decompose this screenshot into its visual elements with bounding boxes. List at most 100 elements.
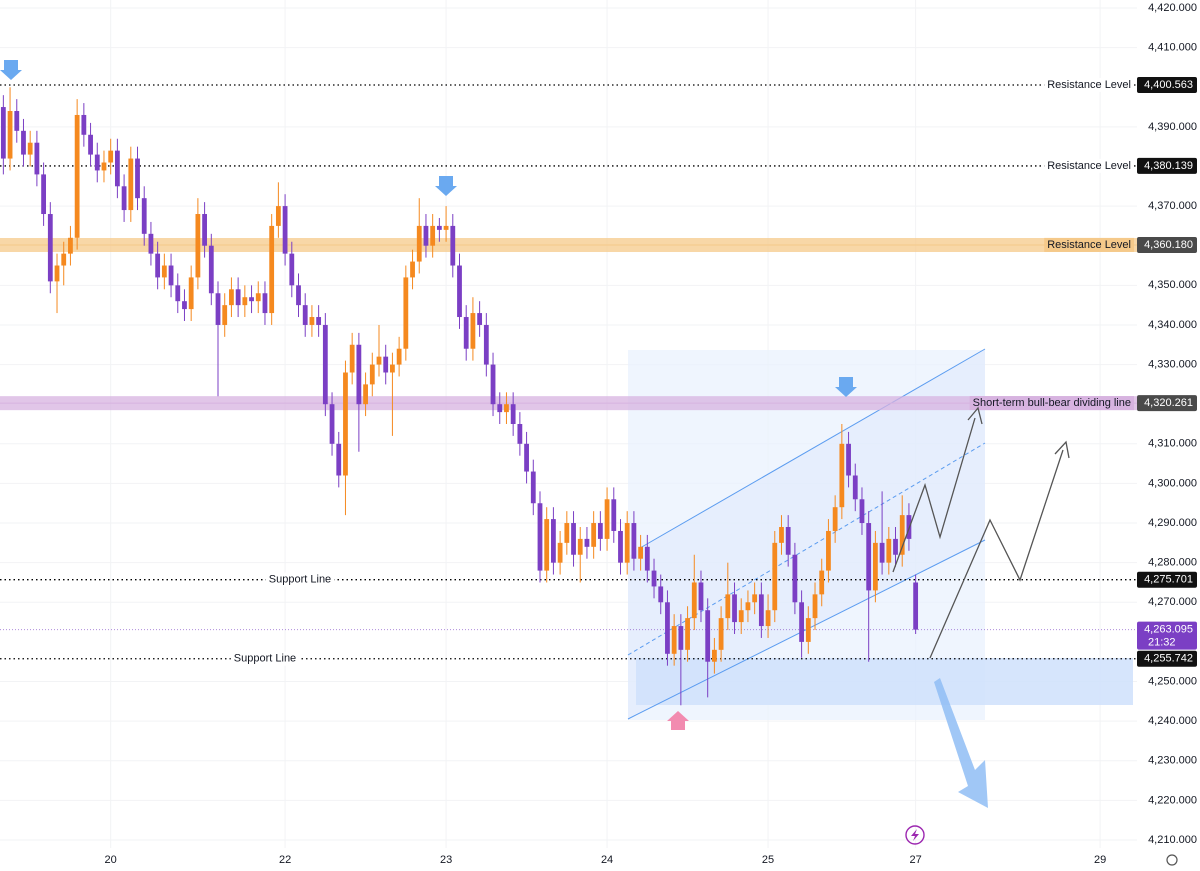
projection-arrowhead <box>1054 440 1070 459</box>
marker-up <box>667 711 689 730</box>
level-label-bg <box>265 572 335 587</box>
y-tick-label: 4,310.000 <box>1148 438 1197 450</box>
candle-body <box>497 404 503 413</box>
candle-body <box>752 594 758 603</box>
candle-body <box>275 206 281 226</box>
x-tick-label: 23 <box>440 854 452 866</box>
price-tag-label: 4,255.742 <box>1144 653 1193 665</box>
x-tick-label: 29 <box>1094 854 1106 866</box>
y-tick-label: 4,370.000 <box>1148 200 1197 212</box>
candle-body <box>611 499 617 531</box>
candle-body <box>504 404 509 413</box>
price-tag <box>1137 237 1197 254</box>
y-tick-label: 4,280.000 <box>1148 557 1197 569</box>
candle-body <box>182 301 187 310</box>
candle-body <box>208 245 214 294</box>
candle-body <box>343 372 348 476</box>
y-tick-label: 4,250.000 <box>1148 675 1197 687</box>
candle-body <box>135 158 140 199</box>
price-tag-label: 4,380.139 <box>1144 160 1193 172</box>
candle-body <box>269 225 275 314</box>
event-icon[interactable] <box>905 825 925 845</box>
candle-body <box>745 602 751 611</box>
candle-body <box>255 293 261 302</box>
candle-body <box>584 538 590 547</box>
candle-body <box>121 186 127 211</box>
price-tag <box>1137 157 1197 174</box>
candle-body <box>678 626 684 650</box>
candle-body <box>302 305 308 325</box>
candle-body <box>14 111 20 131</box>
candle-body <box>826 530 831 571</box>
candle-body <box>846 443 851 476</box>
y-tick-label: 4,330.000 <box>1148 358 1197 370</box>
candle-body <box>296 285 301 306</box>
candle-body <box>671 626 677 654</box>
candle-body <box>510 404 516 424</box>
candle-body <box>685 618 690 650</box>
candle-body <box>644 546 650 571</box>
candle-body <box>436 225 442 230</box>
candle-body <box>195 214 201 278</box>
candle-body <box>262 293 268 314</box>
candle-body <box>188 277 194 310</box>
candle-body <box>524 443 529 472</box>
candle-body <box>309 317 315 325</box>
candle-body <box>886 538 892 563</box>
candle-body <box>202 214 207 246</box>
candle-body <box>249 297 254 302</box>
candle-body <box>772 542 778 611</box>
candle-body <box>544 519 550 571</box>
candle-body <box>577 538 583 555</box>
level-label-bg <box>230 651 300 666</box>
marker-down <box>435 176 457 196</box>
candle-body <box>68 237 73 254</box>
candle-body <box>423 225 429 246</box>
candle-body <box>141 198 147 234</box>
candle-body <box>624 523 630 563</box>
current-price-label: 4,263.095 <box>1144 624 1193 636</box>
channel-mid <box>627 442 986 656</box>
event-icon-bolt <box>911 829 919 841</box>
candle-body <box>571 523 576 555</box>
candle-body <box>564 523 570 543</box>
candle-body <box>470 313 476 349</box>
candle-body <box>785 527 791 555</box>
level-label: Resistance Level <box>1047 160 1131 172</box>
candle-body <box>390 364 395 373</box>
candle-body <box>316 317 322 325</box>
x-tick-label: 20 <box>105 854 117 866</box>
candle-body <box>21 130 26 155</box>
x-tick-label: 22 <box>279 854 291 866</box>
candle-body <box>242 297 248 306</box>
candle-body <box>114 150 120 187</box>
candle-body <box>618 530 623 563</box>
channel-fill <box>628 349 985 719</box>
price-tag-label: 4,320.261 <box>1144 397 1193 409</box>
y-tick-label: 4,210.000 <box>1148 834 1197 846</box>
candle-body <box>805 618 811 642</box>
price-tag <box>1137 650 1197 667</box>
candle-body <box>47 214 53 282</box>
candle-body <box>329 404 335 444</box>
candle-body <box>463 317 469 349</box>
candle-body <box>698 582 704 611</box>
candle-body <box>631 523 637 559</box>
candle-body <box>349 344 355 373</box>
settings-icon[interactable] <box>1166 854 1178 866</box>
candle-body <box>94 154 100 171</box>
projection-path <box>929 449 1064 659</box>
candle-body <box>812 594 818 619</box>
candle-body <box>872 542 878 591</box>
candle-body <box>336 443 342 476</box>
candle-body <box>27 142 33 155</box>
support-zone <box>636 658 1133 705</box>
candle-body <box>168 265 174 286</box>
y-tick-label: 4,350.000 <box>1148 279 1197 291</box>
candle-body <box>383 356 389 373</box>
down-arrow <box>934 678 988 808</box>
candle-body <box>490 364 496 405</box>
y-tick-label: 4,340.000 <box>1148 319 1197 331</box>
candle-body <box>893 538 898 555</box>
